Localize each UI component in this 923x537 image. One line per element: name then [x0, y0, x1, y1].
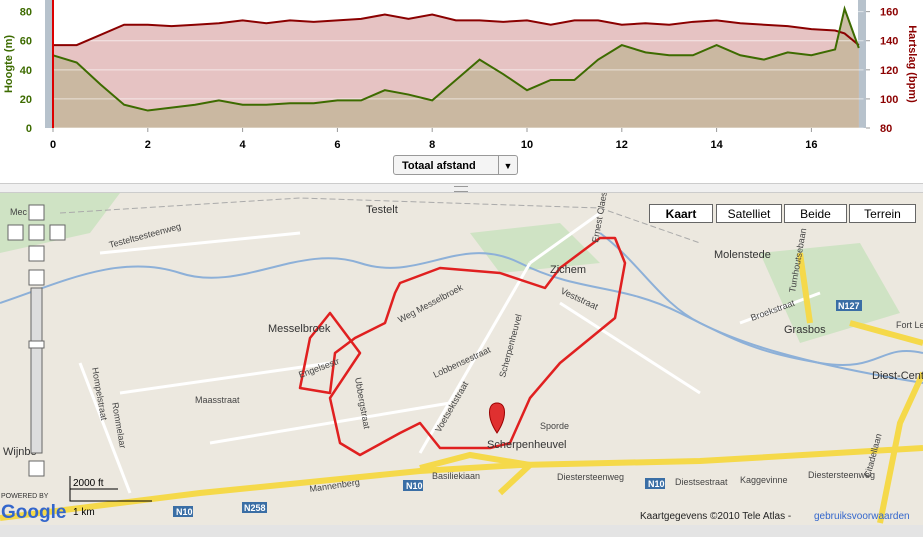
scale-label: 2000 ft — [73, 478, 104, 489]
copyright: Kaartgegevens ©2010 Tele Atlas - — [640, 511, 791, 522]
x-tick-label: 2 — [145, 139, 151, 151]
y2-tick-label: 120 — [880, 65, 898, 77]
road-label: Sporde — [540, 421, 569, 431]
road-shield: N127 — [838, 301, 860, 311]
road-label: Fort Leo — [896, 320, 923, 330]
x-tick-label: 6 — [334, 139, 340, 151]
y2-tick-label: 140 — [880, 36, 898, 48]
road-label: Kaggevinne — [740, 475, 788, 485]
area — [53, 8, 859, 129]
place-label: Molenstede — [714, 249, 771, 261]
road-shield: N258 — [244, 503, 266, 513]
google-logo: Google — [1, 502, 66, 523]
y2-tick-label: 80 — [880, 123, 892, 135]
map-type-button[interactable]: Kaart — [649, 204, 713, 223]
line — [52, 5, 860, 112]
scale-bar: 2000 ft 1 km — [69, 476, 152, 518]
line — [53, 13, 860, 47]
place-label: Diest-Centr — [872, 370, 923, 382]
road-shield: N10 — [648, 479, 665, 489]
y-tick-label: 40 — [20, 65, 32, 77]
road-shield: N10 — [176, 507, 193, 517]
road-label: Diestersteenweg — [557, 472, 624, 482]
place-label: Scherpenheuvel — [487, 439, 567, 451]
y2-tick-label: 100 — [880, 94, 898, 106]
map[interactable]: Testelt Zichem Molenstede Messelbroek Gr… — [0, 193, 923, 525]
terms-link[interactable]: gebruiksvoorwaarden — [814, 511, 910, 522]
main-roads — [0, 252, 923, 524]
ring-road — [419, 451, 537, 496]
place-label: Testelt — [366, 204, 398, 216]
start-marker[interactable] — [489, 402, 505, 434]
rivers — [0, 232, 923, 384]
road-shield: N10 — [406, 481, 423, 491]
y-tick-label: 80 — [20, 7, 32, 19]
place-label: Wijnbe — [3, 446, 37, 458]
splitter[interactable] — [0, 183, 923, 193]
road-label: Basiliekiaan — [432, 471, 480, 481]
railway — [59, 197, 701, 244]
select-text: Totaal afstand — [402, 160, 476, 172]
scale-label: 1 km — [73, 507, 95, 518]
place-label: Zichem — [550, 264, 586, 276]
y-tick-label: 0 — [26, 123, 32, 135]
y-tick-label: 20 — [20, 94, 32, 106]
y2-tick-label: 160 — [880, 7, 898, 19]
x-tick-label: 4 — [240, 139, 247, 151]
x-tick-label: 16 — [805, 139, 817, 151]
place-label: Grasbos — [784, 324, 826, 336]
road-label: Mec — [10, 207, 28, 217]
route — [298, 236, 627, 457]
map-type-button[interactable]: Satelliet — [716, 204, 782, 223]
select-arrow[interactable]: ▼ — [498, 156, 517, 174]
road-label: Diestersteenweg — [808, 470, 875, 480]
x-tick-label: 0 — [50, 139, 56, 151]
x-tick-label: 10 — [521, 139, 533, 151]
minor-roads — [78, 211, 821, 494]
zoom-control[interactable] — [7, 204, 66, 477]
splitter-grip — [454, 186, 468, 192]
distance-select[interactable]: Totaal afstand ▼ — [393, 155, 518, 175]
left-handle[interactable] — [45, 0, 53, 128]
road-label: Diestsestraat — [675, 477, 728, 487]
y-tick-label: 60 — [20, 36, 32, 48]
x-tick-label: 12 — [616, 139, 628, 151]
parks — [0, 193, 900, 343]
status-bar — [0, 525, 923, 537]
powered-by: POWERED BY — [1, 493, 49, 500]
y-axis-title: Hoogte (m) — [3, 35, 15, 93]
x-tick-label: 14 — [710, 139, 723, 151]
map-type-button[interactable]: Beide — [784, 204, 847, 223]
x-tick-label: 8 — [429, 139, 435, 151]
right-handle[interactable] — [858, 0, 866, 128]
y2-axis-title: Hartslag (bpm) — [906, 25, 918, 103]
road-label: Maasstraat — [195, 395, 240, 405]
place-label: Messelbroek — [268, 323, 331, 335]
profile-chart: Hoogte (m) Hartslag (bpm) 02040608080100… — [3, 0, 918, 151]
place-labels: Testelt Zichem Molenstede Messelbroek Gr… — [3, 204, 923, 458]
map-type-button[interactable]: Terrein — [849, 204, 916, 223]
